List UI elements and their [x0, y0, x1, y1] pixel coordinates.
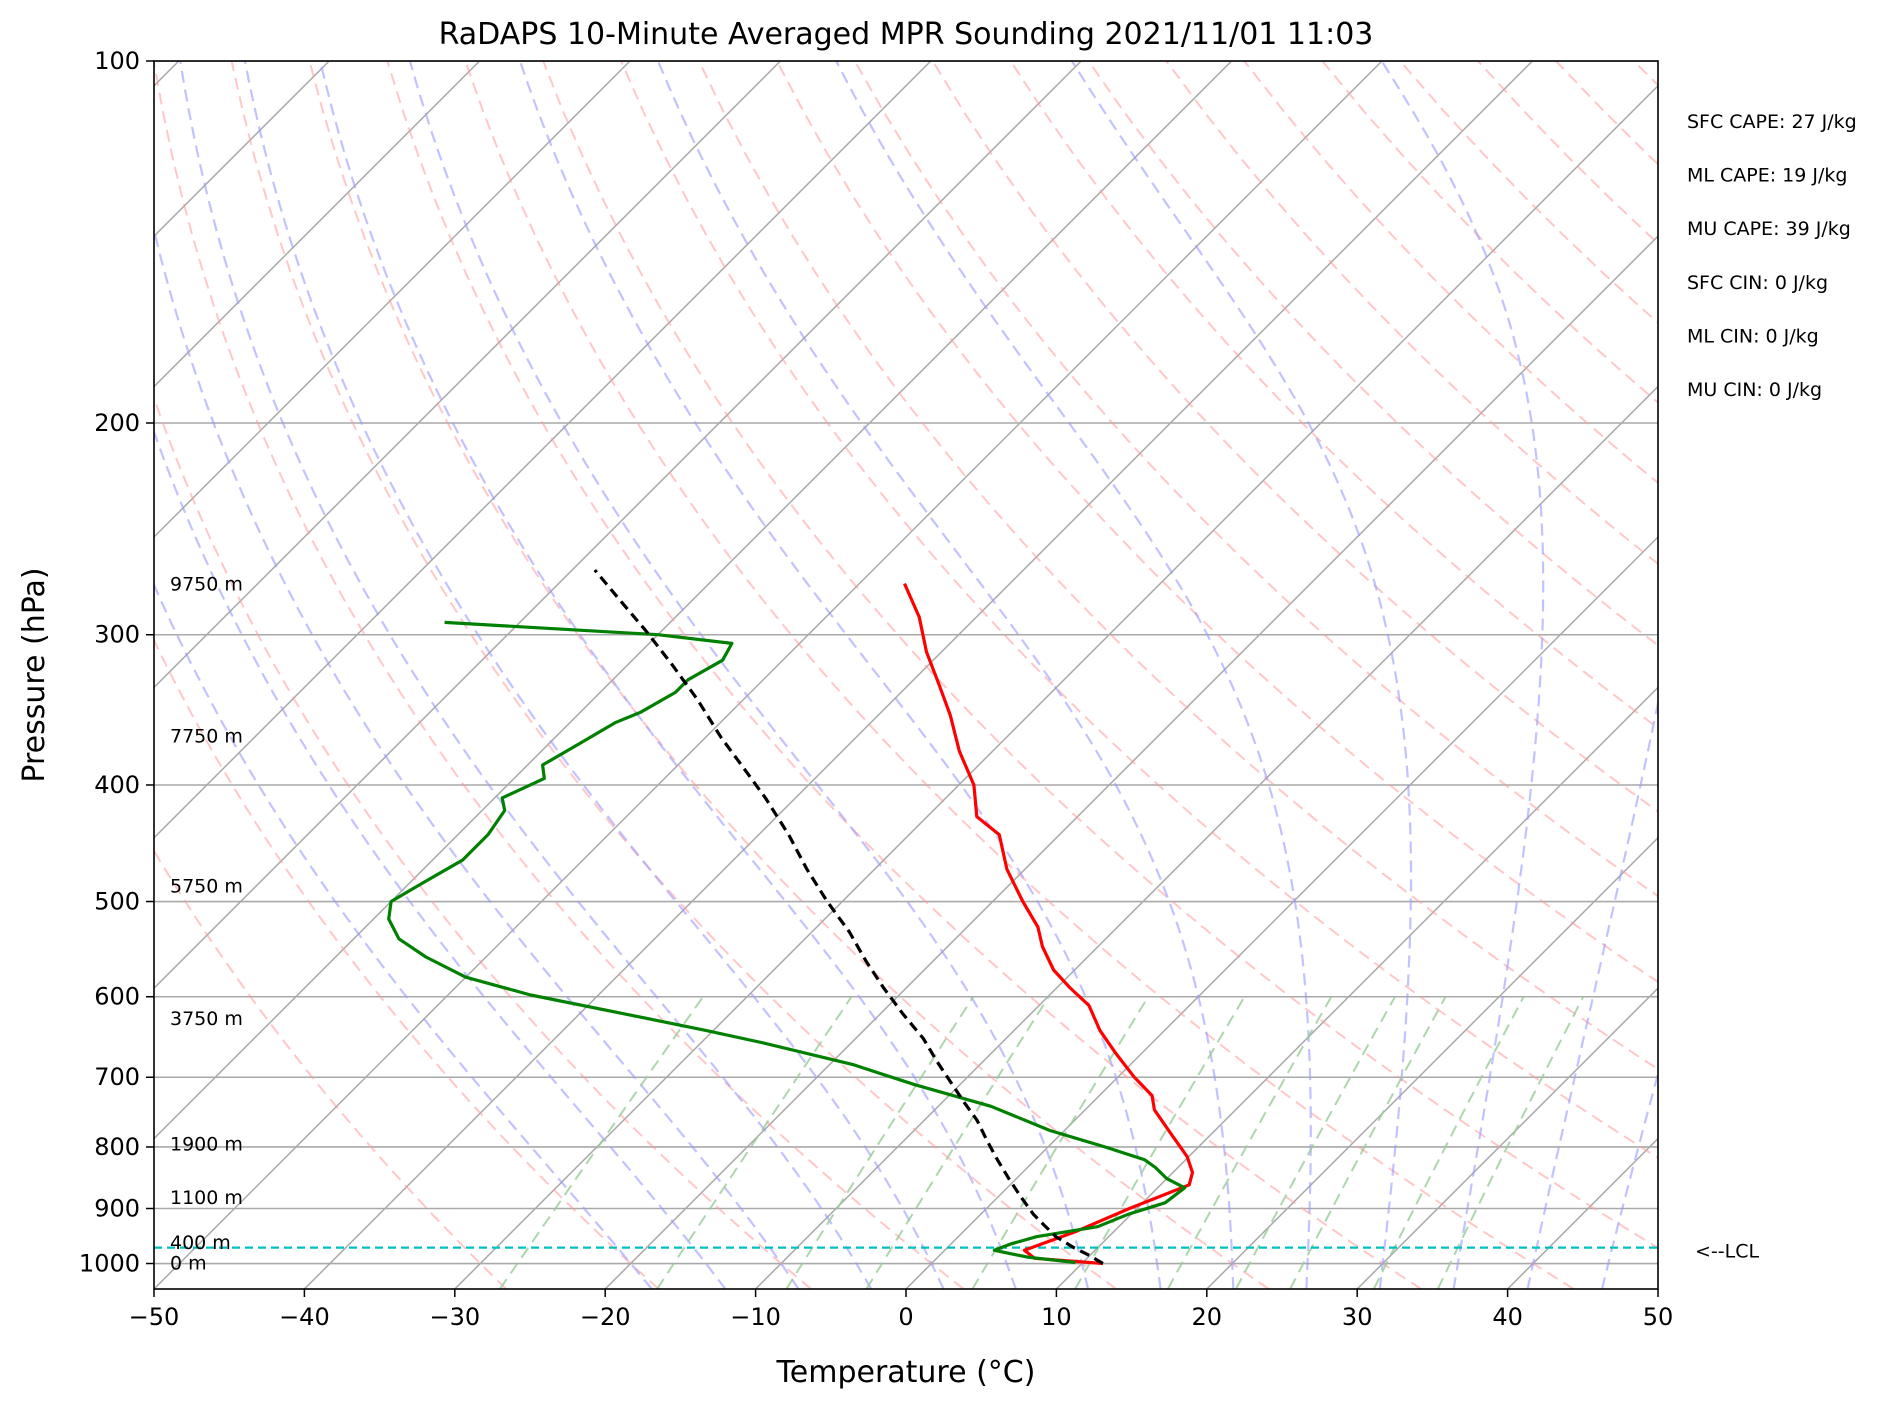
moist-adiabat-line	[154, 428, 727, 1289]
dry-adiabat-line	[1087, 61, 1658, 647]
isotherm-line	[905, 535, 1658, 1289]
isotherm-line	[1206, 836, 1658, 1289]
moist-adiabat-line	[179, 61, 873, 1289]
isotherm-line	[154, 61, 481, 388]
x-tick-label: 50	[1643, 1303, 1674, 1331]
height-label: 1900 m	[170, 1134, 243, 1156]
y-tick-label: 900	[94, 1194, 140, 1222]
dry-adiabat-line	[386, 61, 1422, 1289]
mixing-ratio-line	[1289, 996, 1447, 1289]
isotherm-line	[303, 61, 1533, 1289]
mixing-ratio-line	[1074, 996, 1246, 1289]
chart-title: RaDAPS 10-Minute Averaged MPR Sounding 2…	[439, 17, 1374, 52]
dewpoint-line	[387, 620, 1187, 1265]
isotherm-line	[154, 61, 1233, 1140]
height-label: 9750 m	[170, 574, 243, 596]
y-tick-label: 500	[94, 888, 140, 916]
y-axis-label: Pressure (hPa)	[17, 567, 52, 782]
mixing-ratio-line	[656, 996, 853, 1289]
dry-adiabat-line	[542, 61, 1658, 1250]
height-label: 0 m	[170, 1252, 207, 1274]
isotherm-line	[154, 61, 631, 539]
x-tick-label: −20	[580, 1303, 631, 1331]
moist-adiabat-line	[319, 61, 1017, 1289]
dry-adiabat-line	[698, 61, 1658, 1071]
x-tick-label: 0	[898, 1303, 913, 1331]
dry-adiabat-line	[464, 61, 1575, 1289]
mixing-ratio-line	[1436, 996, 1585, 1289]
moist-adiabat-line	[656, 61, 1235, 1289]
moist-adiabat-line	[154, 225, 800, 1289]
mixing-ratio-line	[1167, 996, 1333, 1289]
y-tick-label: 100	[94, 47, 140, 75]
dry-adiabat-line	[154, 849, 507, 1289]
x-tick-label: −50	[129, 1303, 180, 1331]
parcel-profile-line	[593, 568, 1104, 1265]
isotherm-line	[154, 61, 781, 689]
mixing-ratio-line	[1372, 996, 1525, 1289]
annotations: 9750 m 7750 m 5750 m 3750 m 1900 m 1100 m 400 …	[170, 111, 1857, 1274]
moist-adiabat-line	[154, 582, 653, 1289]
isotherm-line	[154, 61, 1082, 990]
isotherm-line	[1356, 987, 1658, 1289]
height-label: 5750 m	[170, 876, 243, 898]
stat-label: SFC CAPE: 27 J/kg	[1687, 111, 1857, 133]
y-tick-label: 300	[94, 621, 140, 649]
x-tick-label: 30	[1342, 1303, 1373, 1331]
x-tick-label: 40	[1492, 1303, 1523, 1331]
y-tick-label: 600	[94, 983, 140, 1011]
height-label: 7750 m	[170, 726, 243, 748]
stat-label: ML CIN: 0 J/kg	[1687, 325, 1819, 347]
temperature-line	[903, 582, 1195, 1266]
isotherm-line	[1055, 686, 1658, 1289]
isotherm-line	[154, 61, 932, 839]
axis-ticks: −50 −40 −30 −20 −10 0 10 20 30 40 50 100 200 300 400 50…	[79, 47, 1673, 1331]
dry-adiabat-line	[230, 61, 1117, 1289]
x-tick-label: −10	[730, 1303, 781, 1331]
x-tick-label: 10	[1041, 1303, 1072, 1331]
isotherm-line	[604, 235, 1658, 1289]
mixing-ratio-line	[865, 996, 1050, 1289]
moist-adiabat-line	[835, 61, 1312, 1289]
dry-adiabat-line	[620, 61, 1658, 1159]
dry-adiabat-line	[1009, 61, 1658, 730]
isotherm-line	[154, 61, 1383, 1289]
mixing-ratio-line	[499, 996, 704, 1289]
lcl-label: <--LCL	[1695, 1241, 1759, 1263]
stat-label: MU CAPE: 39 J/kg	[1687, 218, 1851, 240]
moist-adiabat-line	[1526, 697, 1658, 1289]
dry-adiabat-line	[154, 61, 965, 1289]
plot-series	[154, 568, 1658, 1266]
y-tick-label: 800	[94, 1133, 140, 1161]
height-label: 400 m	[170, 1232, 231, 1254]
x-axis-label: Temperature (°C)	[776, 1355, 1036, 1390]
y-tick-label: 1000	[79, 1250, 140, 1278]
y-tick-label: 200	[94, 409, 140, 437]
dry-adiabat-line	[154, 637, 660, 1289]
y-tick-label: 700	[94, 1063, 140, 1091]
dry-adiabat-line	[776, 61, 1658, 984]
stat-label: SFC CIN: 0 J/kg	[1687, 272, 1828, 294]
isotherm-line	[454, 84, 1658, 1289]
x-tick-label: −30	[429, 1303, 480, 1331]
stat-label: MU CIN: 0 J/kg	[1687, 379, 1822, 401]
moist-adiabat-line	[243, 61, 945, 1289]
mixing-ratio-line	[1235, 996, 1396, 1289]
x-tick-label: 20	[1192, 1303, 1223, 1331]
y-tick-label: 400	[94, 771, 140, 799]
stat-label: ML CAPE: 19 J/kg	[1687, 165, 1847, 187]
height-label: 1100 m	[170, 1187, 243, 1209]
height-label: 3750 m	[170, 1008, 243, 1030]
moist-adiabat-line	[518, 61, 1162, 1289]
mixing-ratio-line	[785, 996, 975, 1289]
x-tick-label: −40	[279, 1303, 330, 1331]
moist-adiabat-line	[408, 61, 1090, 1289]
